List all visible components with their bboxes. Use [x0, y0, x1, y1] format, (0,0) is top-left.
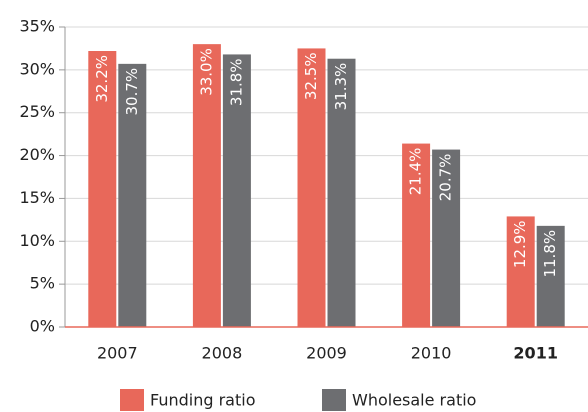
- legend-swatch: [120, 389, 144, 411]
- data-label: 30.7%: [123, 68, 141, 116]
- legend-label: Funding ratio: [150, 391, 255, 410]
- y-tick-label: 25%: [19, 102, 55, 121]
- bar: [402, 143, 431, 327]
- x-tick-label: 2008: [202, 344, 243, 363]
- x-tick-label: 2007: [97, 344, 138, 363]
- y-tick-label: 0%: [30, 317, 55, 336]
- bar: [297, 48, 326, 328]
- y-tick-label: 30%: [19, 59, 55, 78]
- data-label: 12.9%: [511, 220, 529, 268]
- bar: [506, 216, 535, 327]
- data-label: 31.8%: [227, 58, 245, 106]
- legend-label: Wholesale ratio: [352, 391, 476, 410]
- y-tick-label: 35%: [19, 17, 55, 36]
- y-tick-label: 15%: [19, 188, 55, 207]
- bar: [118, 63, 147, 327]
- x-tick-label: 2011: [513, 344, 558, 363]
- bar: [192, 44, 221, 328]
- x-tick-label: 2009: [306, 344, 347, 363]
- y-tick-label: 10%: [19, 231, 55, 250]
- legend-swatch: [322, 389, 346, 411]
- bar: [88, 51, 117, 327]
- data-label: 33.0%: [197, 48, 215, 96]
- data-label: 31.3%: [332, 63, 350, 111]
- data-label: 20.7%: [437, 154, 455, 202]
- bar: [536, 225, 565, 327]
- data-label: 11.8%: [541, 230, 559, 278]
- data-label: 21.4%: [407, 148, 425, 196]
- data-label: 32.2%: [93, 55, 111, 103]
- y-tick-label: 5%: [30, 274, 55, 293]
- data-label: 32.5%: [302, 52, 320, 100]
- bar: [432, 149, 461, 327]
- bar: [327, 58, 356, 327]
- x-tick-label: 2010: [411, 344, 452, 363]
- bar: [222, 54, 251, 328]
- y-tick-label: 20%: [19, 145, 55, 164]
